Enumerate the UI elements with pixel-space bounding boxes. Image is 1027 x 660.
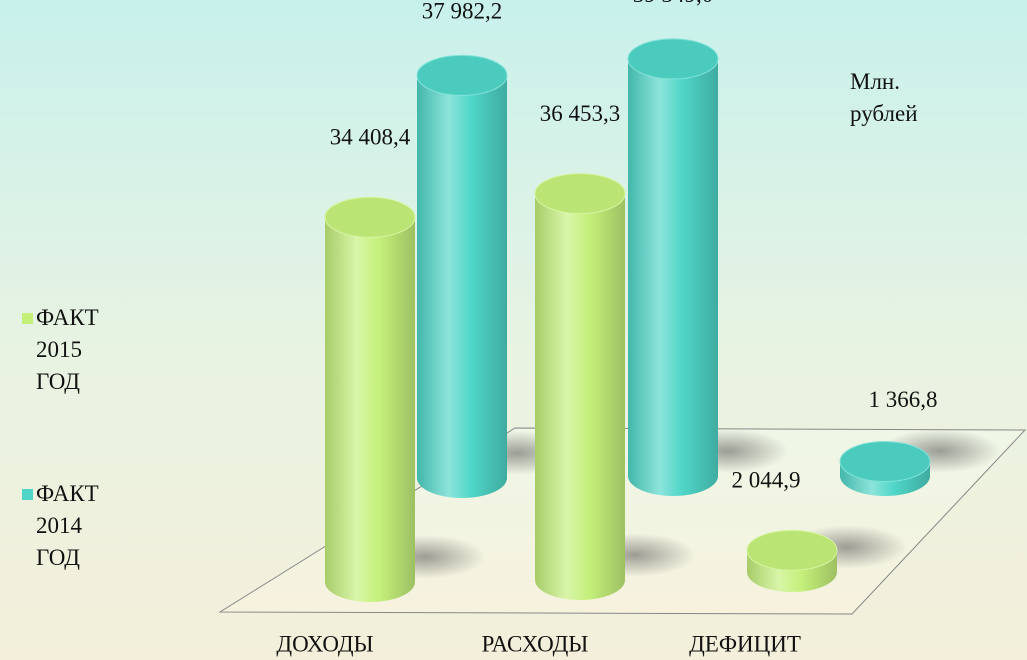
cylinder-top bbox=[839, 441, 931, 483]
legend-label: ФАКТ 2014 ГОД bbox=[36, 481, 99, 570]
legend-swatch bbox=[22, 313, 33, 324]
value-label: 37 982,2 bbox=[422, 0, 503, 24]
x-tick-label: ДЕФИЦИТ bbox=[689, 631, 801, 656]
cylinder-top bbox=[746, 529, 838, 571]
cylinder bbox=[628, 58, 718, 496]
cylinder bbox=[325, 217, 415, 602]
value-label: 36 453,3 bbox=[540, 101, 621, 126]
cylinder-top bbox=[324, 196, 416, 238]
x-tick-label: РАСХОДЫ bbox=[482, 631, 589, 656]
cylinder-top bbox=[534, 173, 626, 215]
legend-label: ФАКТ 2015 ГОД bbox=[36, 305, 99, 394]
value-label: 39 349,0 bbox=[633, 0, 714, 7]
unit-label: Млн. рублей bbox=[850, 69, 918, 126]
value-label: 1 366,8 bbox=[869, 387, 938, 412]
value-label: 2 044,9 bbox=[732, 468, 801, 493]
legend-swatch bbox=[22, 489, 33, 500]
x-tick-label: ДОХОДЫ bbox=[276, 631, 373, 656]
cylinder bbox=[535, 193, 625, 600]
cylinder-top bbox=[627, 38, 719, 80]
cylinder bbox=[417, 75, 507, 499]
cylinder-top bbox=[416, 54, 508, 96]
value-label: 34 408,4 bbox=[330, 125, 411, 150]
